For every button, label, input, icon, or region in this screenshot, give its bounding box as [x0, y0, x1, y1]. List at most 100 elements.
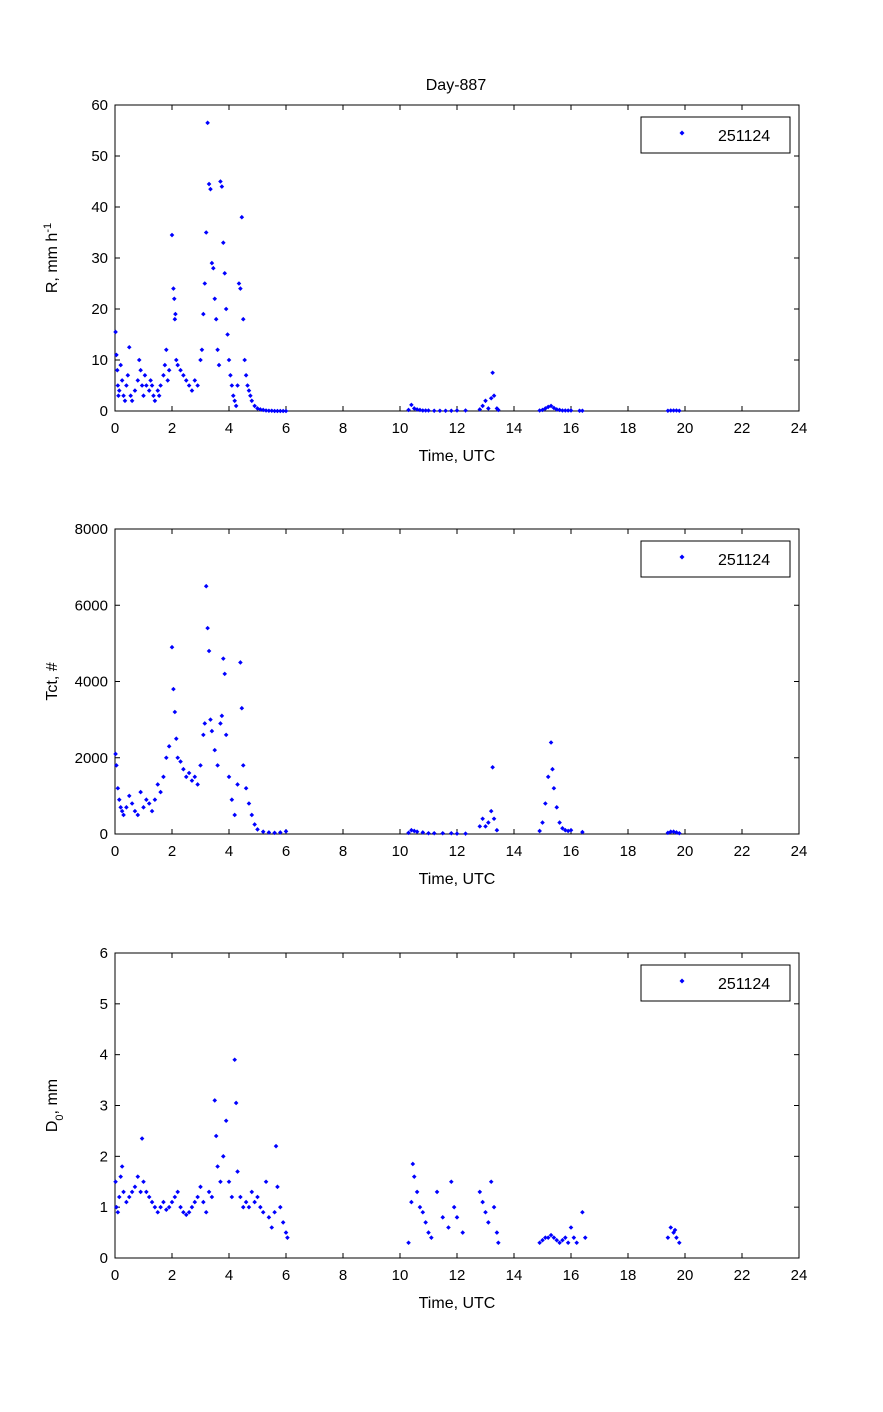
data-point — [209, 1194, 215, 1200]
data-point — [449, 1179, 454, 1185]
data-point — [238, 286, 243, 291]
data-point — [242, 357, 247, 363]
data-point — [192, 1199, 198, 1205]
x-tick-label: 20 — [677, 843, 694, 860]
data-point — [283, 829, 289, 834]
data-point — [121, 812, 126, 818]
data-point — [149, 383, 155, 388]
data-point — [173, 357, 179, 363]
data-point — [198, 1184, 203, 1190]
data-point — [114, 1204, 119, 1210]
data-point — [248, 393, 253, 398]
data-point — [665, 1235, 671, 1240]
data-point — [229, 797, 235, 802]
data-point — [202, 721, 208, 726]
data-point — [486, 820, 491, 825]
data-point — [540, 820, 545, 825]
data-point — [494, 406, 500, 411]
data-point — [211, 265, 216, 271]
data-point — [240, 1204, 246, 1210]
data-point — [212, 747, 218, 753]
data-point — [151, 393, 156, 398]
data-point — [446, 1225, 451, 1230]
data-point — [477, 1189, 483, 1195]
data-point — [212, 1098, 218, 1103]
data-point — [166, 367, 172, 373]
data-point — [141, 1179, 146, 1185]
x-tick-label: 12 — [449, 420, 466, 437]
data-point — [496, 1240, 501, 1246]
data-point — [192, 774, 198, 780]
data-point — [480, 1199, 485, 1205]
data-point — [463, 831, 468, 836]
data-point — [443, 408, 448, 414]
data-point — [223, 732, 229, 738]
data-point — [216, 362, 222, 368]
y-axis-label: D0, mm — [44, 1079, 66, 1132]
data-point — [406, 830, 411, 836]
data-point — [580, 829, 585, 835]
data-point — [548, 1232, 554, 1238]
data-point — [186, 770, 192, 776]
data-point — [173, 311, 178, 317]
data-point — [139, 383, 145, 388]
data-point — [414, 829, 420, 835]
data-point — [155, 782, 161, 787]
data-point — [238, 660, 243, 665]
data-point — [135, 812, 141, 818]
data-point — [215, 347, 220, 353]
data-point — [198, 763, 203, 768]
y-tick-label: 6000 — [75, 597, 108, 614]
x-tick-label: 24 — [791, 843, 808, 860]
legend-label: 251124 — [718, 976, 770, 993]
legend-marker — [679, 554, 685, 560]
y-tick-label: 8000 — [75, 521, 108, 538]
data-point — [164, 347, 169, 353]
x-tick-label: 14 — [506, 1267, 523, 1284]
rain-rate-plot: 0 2 4 6 8 10 12 14 16 18 20 22 240102030405060Time, … — [42, 97, 807, 465]
data-point — [178, 1204, 183, 1210]
data-point — [212, 296, 218, 302]
data-point — [175, 362, 180, 368]
data-point — [545, 774, 551, 780]
data-point — [206, 1189, 212, 1195]
data-point — [132, 1184, 138, 1190]
data-point — [132, 388, 138, 393]
data-point — [161, 1199, 166, 1205]
y-tick-label: 30 — [91, 250, 108, 267]
data-point — [252, 1199, 257, 1205]
data-point — [218, 721, 223, 726]
data-point — [166, 744, 172, 749]
data-point — [563, 408, 568, 413]
data-point — [668, 1225, 674, 1230]
data-point — [409, 1199, 414, 1205]
data-point — [114, 763, 119, 768]
data-point — [116, 393, 121, 398]
data-point — [543, 801, 548, 806]
data-point — [118, 362, 123, 368]
data-point — [260, 407, 266, 413]
data-point — [454, 408, 460, 413]
data-point — [175, 755, 180, 761]
x-tick-label: 10 — [392, 420, 409, 437]
data-point — [260, 1209, 266, 1215]
data-point — [677, 408, 682, 414]
data-point — [158, 789, 163, 795]
data-point — [222, 671, 228, 677]
y-tick-label: 4 — [100, 1047, 108, 1064]
data-point — [563, 1235, 568, 1240]
y-tick-label: 5 — [100, 996, 108, 1013]
data-point — [144, 797, 149, 802]
data-point — [218, 1179, 223, 1185]
data-point — [258, 407, 263, 412]
legend: 251124 — [640, 116, 791, 154]
data-point — [113, 751, 118, 757]
y-tick-label: 50 — [91, 148, 108, 165]
data-point — [665, 408, 671, 414]
data-point — [183, 1212, 189, 1218]
data-point — [209, 728, 215, 734]
data-point — [409, 827, 414, 833]
data-point — [169, 644, 175, 650]
data-point — [229, 383, 235, 388]
data-point — [571, 1235, 577, 1240]
